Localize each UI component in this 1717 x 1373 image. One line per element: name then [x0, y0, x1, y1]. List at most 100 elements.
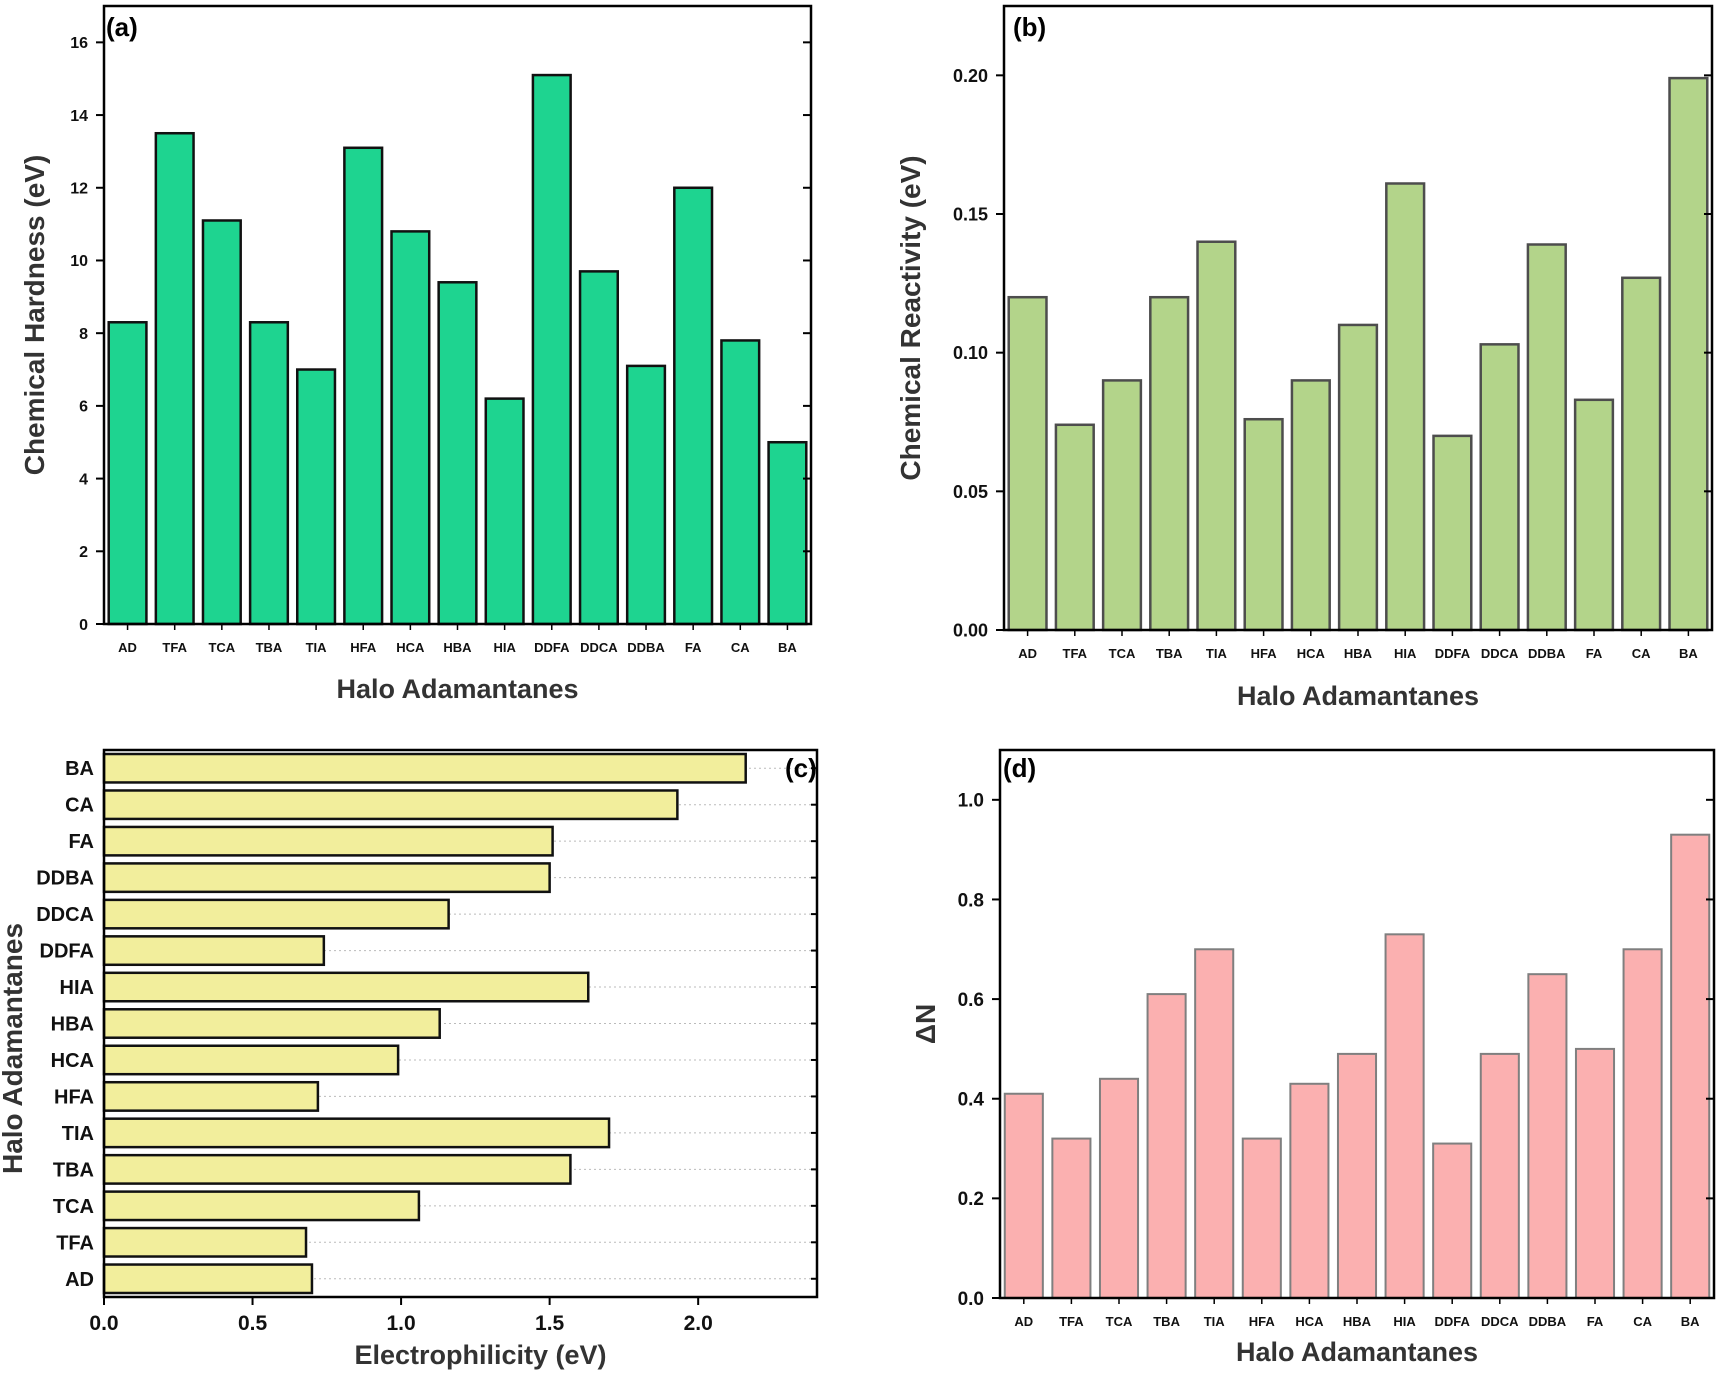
- panel-d-y-axis-label: ΔN: [910, 1004, 941, 1044]
- panel-b-bar: [1573, 398, 1615, 632]
- panel-b-bar: [1621, 276, 1662, 632]
- panel-d-y-tick-label: 1.0: [958, 791, 984, 812]
- panel-a-category-label: TCA: [208, 640, 235, 655]
- panel-b-panel-label: (b): [1013, 12, 1046, 42]
- panel-c-bar: [102, 1080, 320, 1112]
- panel-c-panel-label: (c): [785, 753, 817, 783]
- panel-c-bar: [102, 935, 326, 967]
- panel-b-category-label: TCA: [1109, 646, 1136, 661]
- panel-c-bar: [102, 1226, 308, 1258]
- panel-a-bar: [201, 219, 242, 626]
- panel-d-category-label: HCA: [1295, 1314, 1324, 1329]
- panel-b-bar: [1101, 379, 1143, 632]
- panel-d-category-label: CA: [1633, 1314, 1652, 1329]
- panel-c-bar: [102, 862, 551, 894]
- panel-b-frame: [1002, 4, 1714, 632]
- panel-d-category-label: FA: [1587, 1314, 1604, 1329]
- panel-a-category-label: TFA: [162, 640, 187, 655]
- panel-c-category-label: DDFA: [40, 941, 94, 963]
- panel-c-category-label: TIA: [62, 1123, 94, 1145]
- panel-b-category-label: HBA: [1344, 646, 1373, 661]
- panel-a-bar: [578, 270, 620, 626]
- panel-d-category-label: AD: [1014, 1314, 1033, 1329]
- panel-c-frame: [102, 748, 819, 1299]
- panel-d-bar: [1384, 933, 1425, 1299]
- panel-c-category-label: TFA: [56, 1232, 94, 1254]
- panel-b-bar: [1290, 379, 1331, 632]
- panel-d-category-label: DDBA: [1529, 1314, 1567, 1329]
- panel-c-chart: AD TFA TCA TBA TIA HFA HCA HBA HIA DDFA DDCA DDBA FA…: [0, 748, 819, 1370]
- panel-c-x-tick-label: 0.0: [89, 1312, 118, 1335]
- panel-a-panel-label: (a): [106, 12, 138, 42]
- panel-b-category-label: DDFA: [1435, 646, 1471, 661]
- panel-d-bar: [1194, 948, 1235, 1299]
- panel-c-category-label: TCA: [53, 1196, 94, 1218]
- panel-b-bar: [1337, 323, 1379, 632]
- panel-a-y-tick-label: 0: [79, 617, 88, 634]
- panel-c-category-label: DDCA: [36, 904, 94, 926]
- panel-d-x-axis-label: Halo Adamantanes: [1236, 1337, 1478, 1367]
- panel-c-category-label: TBA: [53, 1159, 94, 1181]
- panel-d-bar: [1289, 1082, 1330, 1300]
- panel-b-bar: [1196, 240, 1237, 632]
- panel-c-bar: [102, 1044, 400, 1076]
- panel-a-y-tick-label: 2: [79, 544, 88, 561]
- panel-c-x-axis-label: Electrophilicity (eV): [354, 1340, 606, 1370]
- panel-c-bar: [102, 1008, 441, 1039]
- panel-a-y-tick-label: 16: [70, 35, 88, 52]
- panel-c-category-label: HIA: [60, 977, 94, 999]
- panel-a-chart: AD TFA TCA TBA TIA HFA HCA HBA HIA DDFA DDCA DDBA FA…: [19, 4, 813, 704]
- panel-b-category-label: FA: [1586, 646, 1603, 661]
- panel-b-y-axis-label: Chemical Reactivity (eV): [895, 155, 926, 480]
- panel-b-y-tick-label: 0.15: [953, 204, 988, 224]
- panel-b-category-label: TFA: [1063, 646, 1088, 661]
- panel-b-bar: [1243, 417, 1284, 632]
- panel-a-category-label: HCA: [396, 640, 425, 655]
- panel-a-frame: [102, 4, 813, 626]
- panel-b-category-label: HIA: [1394, 646, 1417, 661]
- panel-c-bar: [102, 1117, 611, 1149]
- panel-a-category-label: HIA: [493, 640, 516, 655]
- panel-d-bar: [1670, 833, 1711, 1299]
- panel-b-category-label: DDCA: [1481, 646, 1519, 661]
- panel-d-bar: [1479, 1052, 1520, 1299]
- panel-b-bar: [1007, 295, 1048, 632]
- panel-d-bar: [1098, 1077, 1140, 1300]
- panel-d-y-tick-label: 0.8: [958, 890, 984, 911]
- panel-c-category-label: HCA: [51, 1050, 94, 1072]
- panel-a-y-tick-label: 8: [79, 326, 88, 343]
- panel-c-category-label: DDBA: [36, 868, 94, 890]
- panel-c-bar: [102, 1153, 572, 1185]
- panel-b-bar: [1479, 343, 1520, 632]
- panel-a-category-label: DDBA: [627, 640, 665, 655]
- panel-a-bar: [248, 321, 290, 626]
- panel-b-category-label: HCA: [1297, 646, 1326, 661]
- panel-a-category-label: HBA: [443, 640, 472, 655]
- panel-c-bar: [102, 752, 747, 784]
- panel-d-category-label: HBA: [1343, 1314, 1372, 1329]
- panel-d-category-label: TIA: [1204, 1314, 1226, 1329]
- panel-c-bar: [102, 971, 590, 1003]
- panel-a-bar: [625, 364, 667, 626]
- panel-a-y-tick-label: 10: [70, 253, 88, 270]
- panel-d-frame: [998, 748, 1716, 1300]
- panel-a-category-label: DDCA: [580, 640, 618, 655]
- panel-a-bar: [673, 186, 714, 626]
- panel-b-bar: [1668, 76, 1709, 632]
- panel-a-bar: [720, 339, 761, 626]
- panel-b-y-tick-label: 0.05: [953, 482, 988, 502]
- panel-d-y-tick-label: 0.4: [958, 1090, 985, 1111]
- panel-d-y-tick-label: 0.0: [958, 1289, 984, 1310]
- panel-d-bar: [1574, 1047, 1616, 1299]
- panel-b-category-label: TIA: [1206, 646, 1228, 661]
- panel-c-x-tick-label: 1.5: [535, 1312, 565, 1335]
- panel-a-bar: [343, 146, 384, 626]
- panel-d-category-label: DDFA: [1435, 1314, 1471, 1329]
- panel-d-bar: [1241, 1137, 1282, 1299]
- panel-a-bar: [107, 321, 148, 626]
- panel-d-bar: [1003, 1092, 1044, 1300]
- panel-b-bar: [1385, 182, 1426, 632]
- panel-c-category-label: FA: [68, 831, 94, 853]
- panel-a-category-label: TBA: [256, 640, 283, 655]
- panel-c-bar: [102, 789, 679, 821]
